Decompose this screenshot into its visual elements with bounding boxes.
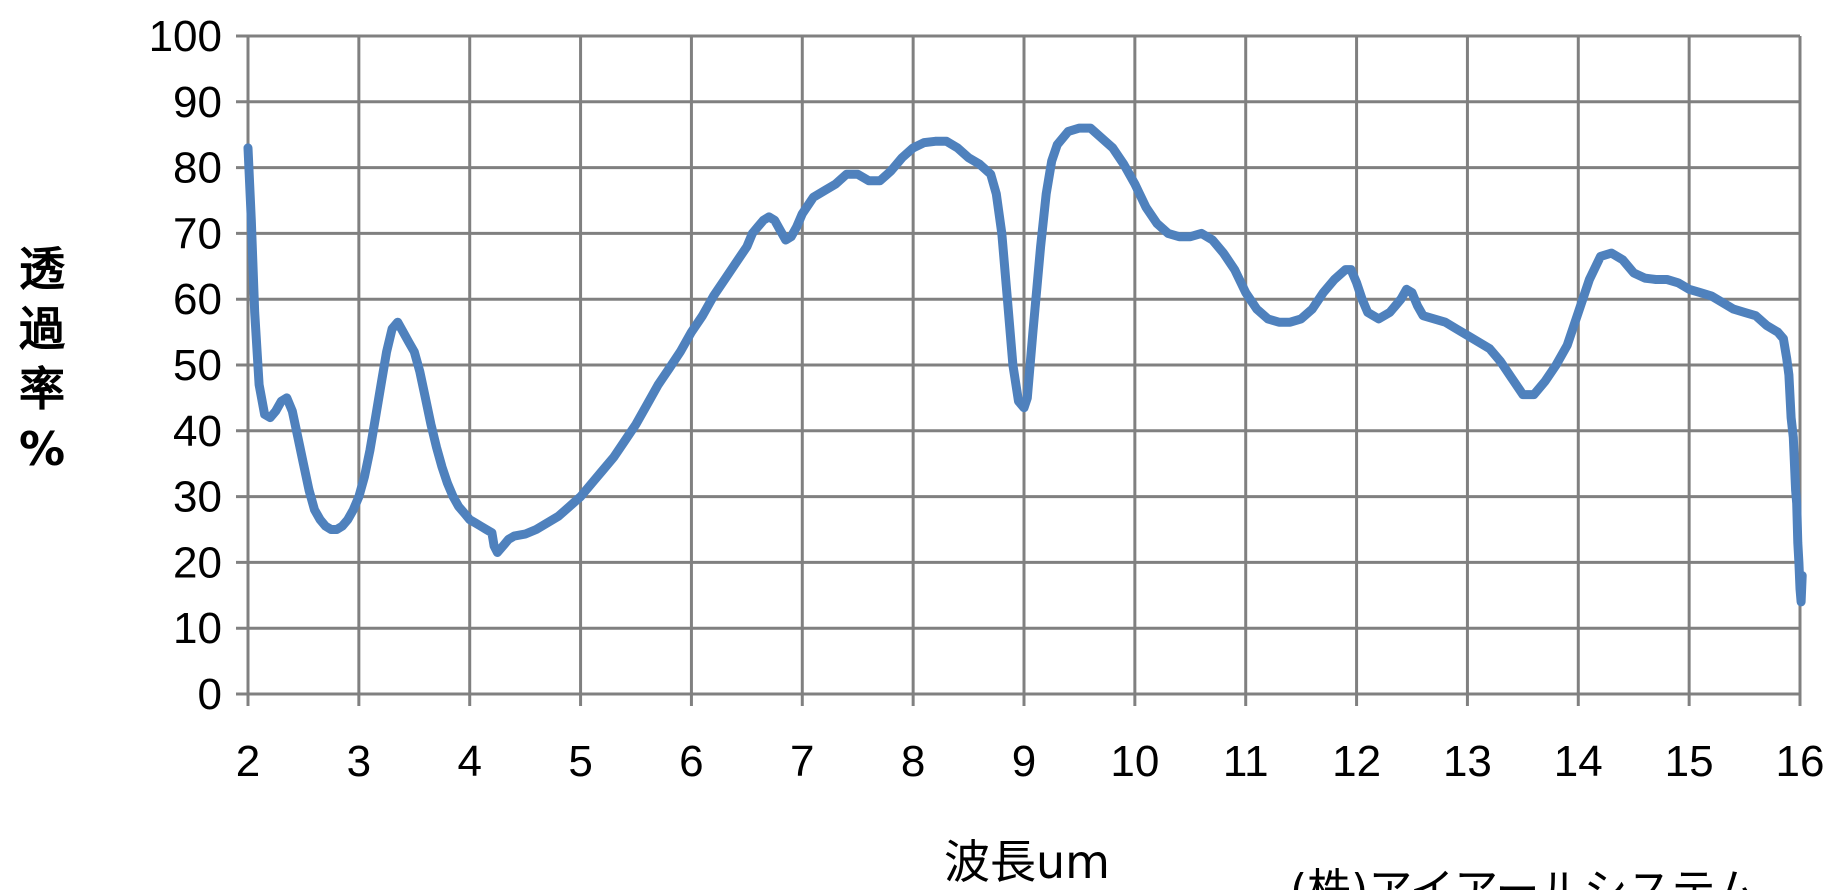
y-axis-title-char: 透 xyxy=(19,242,66,296)
y-tick-label: 50 xyxy=(173,341,222,390)
y-tick-label: 40 xyxy=(173,407,222,456)
y-axis-title-char: 過 xyxy=(19,302,66,356)
series-layer xyxy=(243,123,1807,607)
company-annotation: (株)アイアールシステム xyxy=(1290,865,1758,890)
y-tick-label: 100 xyxy=(149,12,222,61)
y-tick-labels: 0 10 20 30 40 50 60 70 80 90 100 xyxy=(149,12,222,719)
x-tick-label: 11 xyxy=(1223,737,1269,786)
x-tick-label: 7 xyxy=(790,737,814,786)
y-tick-label: 80 xyxy=(173,144,222,193)
y-tick-label: 60 xyxy=(173,275,222,324)
x-tick-label: 13 xyxy=(1443,737,1492,786)
x-tick-label: 5 xyxy=(568,737,592,786)
y-tick-label: 20 xyxy=(173,538,222,587)
transmittance-line xyxy=(243,123,1807,607)
x-tick-labels: 2 3 4 5 6 7 8 9 10 11 12 13 14 15 16 xyxy=(236,737,1825,786)
x-tick-label: 3 xyxy=(347,737,371,786)
x-tick-label: 8 xyxy=(901,737,925,786)
x-tick-label: 4 xyxy=(457,737,481,786)
y-tick-label: 90 xyxy=(173,78,222,127)
y-axis-title: 透過率% xyxy=(19,242,66,476)
x-tick-label: 15 xyxy=(1665,737,1714,786)
x-axis-title: 波長um xyxy=(944,835,1110,889)
x-tick-label: 6 xyxy=(679,737,703,786)
x-tick-label: 10 xyxy=(1110,737,1159,786)
x-tick-label: 14 xyxy=(1554,737,1603,786)
x-tick-label: 12 xyxy=(1332,737,1381,786)
y-tick-label: 70 xyxy=(173,209,222,258)
y-tick-label: 30 xyxy=(173,473,222,522)
x-tick-label: 2 xyxy=(236,737,260,786)
y-tick-label: 10 xyxy=(173,604,222,653)
x-tick-label: 9 xyxy=(1012,737,1036,786)
x-tick-label: 16 xyxy=(1776,737,1825,786)
grid-lines xyxy=(236,34,1802,706)
y-tick-label: 0 xyxy=(198,670,222,719)
y-axis-title-char: % xyxy=(19,422,65,476)
y-axis-title-char: 率 xyxy=(19,362,65,416)
